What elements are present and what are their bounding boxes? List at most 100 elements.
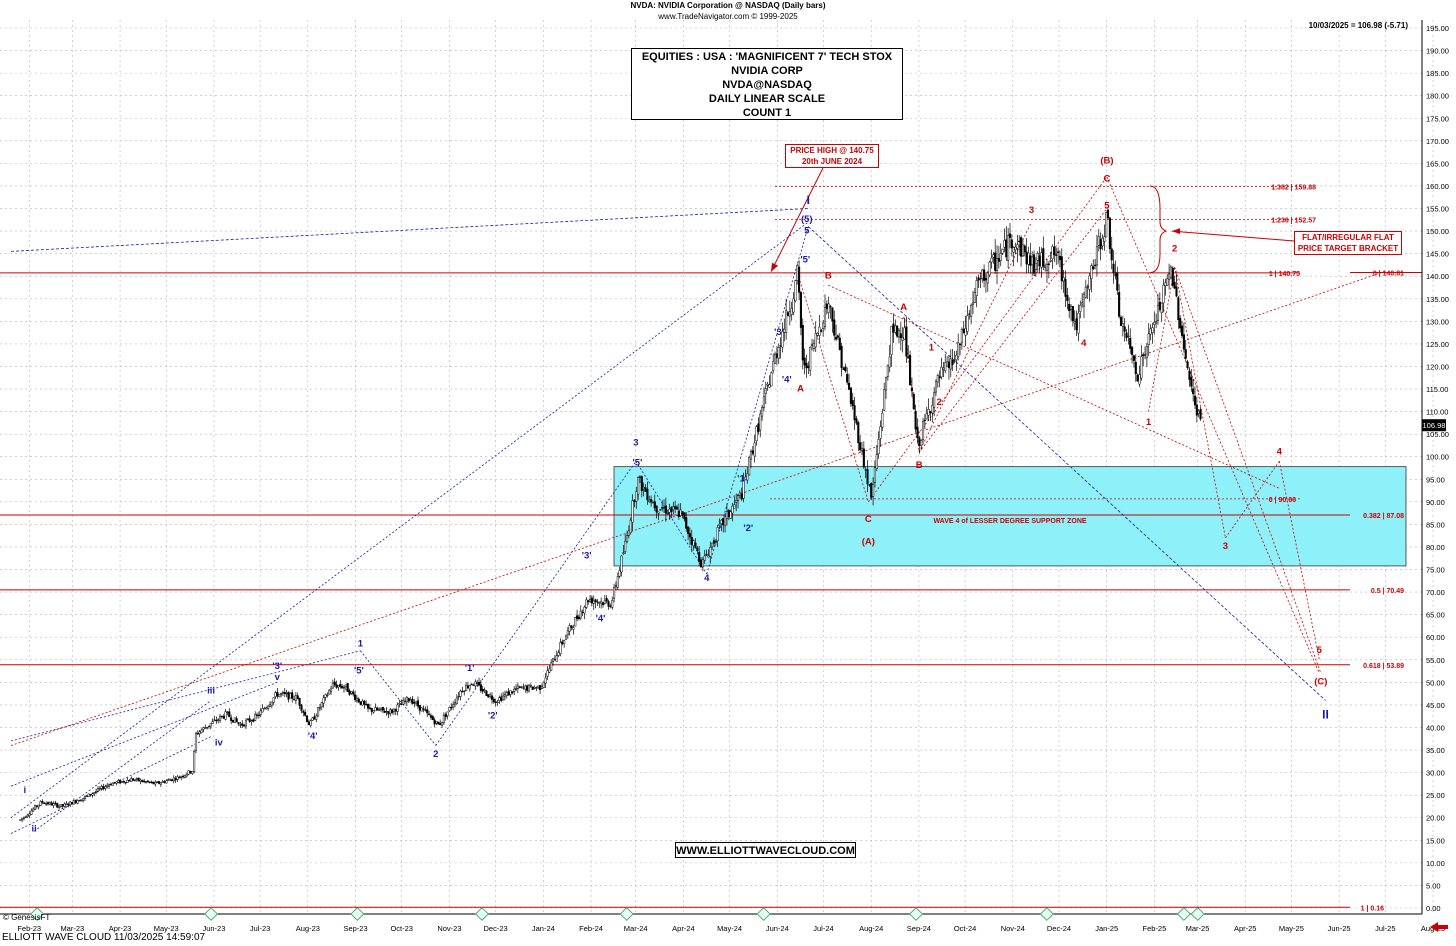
candle-body <box>1045 264 1049 271</box>
candle-body <box>672 506 675 510</box>
y-tick-label: 125.00 <box>1426 340 1449 349</box>
candle-body <box>324 694 327 698</box>
candle-body <box>133 779 136 781</box>
candle-body <box>564 635 568 640</box>
x-tick-label: May-25 <box>1279 924 1304 933</box>
candle-body <box>322 697 325 704</box>
candle-body <box>472 684 475 687</box>
candle-body <box>707 555 710 558</box>
candle-body <box>827 303 830 313</box>
price-high-annotation: PRICE HIGH @ 140.75 20th JUNE 2024 <box>785 144 879 168</box>
candle-body <box>359 701 362 705</box>
candle-body <box>180 776 183 778</box>
candle-body <box>516 685 519 689</box>
candle-body <box>896 325 899 337</box>
candle-body <box>22 816 25 819</box>
candle-body <box>280 693 283 695</box>
y-tick-label: 120.00 <box>1426 362 1449 371</box>
candle-body <box>43 802 46 805</box>
candle-body <box>798 266 801 293</box>
candle-body <box>1051 246 1054 260</box>
candle-body <box>687 526 690 535</box>
wave-label: '4' <box>308 731 318 742</box>
candle-body <box>1129 337 1132 349</box>
candle-body <box>215 720 218 722</box>
candle-body <box>1193 395 1197 406</box>
candle-body <box>805 362 808 369</box>
candle-body <box>753 442 756 457</box>
candle-body <box>95 791 98 793</box>
candle-body <box>1027 252 1030 265</box>
candle-body <box>178 777 181 779</box>
candle-body <box>252 719 255 722</box>
candle-body <box>372 710 375 713</box>
candle-body <box>479 684 482 691</box>
wave-label: '5' <box>354 665 364 676</box>
candle-body <box>542 681 545 688</box>
candle-body <box>642 486 645 490</box>
wave-label: '2' <box>488 710 498 721</box>
candle-body <box>217 719 220 721</box>
price-high-arrow-line <box>770 167 824 272</box>
y-tick-label: 115.00 <box>1426 385 1448 394</box>
candle-body <box>1020 237 1023 257</box>
wave-label: (A) <box>862 537 875 548</box>
candle-body <box>770 372 773 387</box>
candle-body <box>420 707 423 712</box>
candle-body <box>1103 236 1106 242</box>
candle-body <box>929 411 932 414</box>
wave-label: '3' <box>272 661 282 672</box>
candle-body <box>1094 264 1097 267</box>
candle-body <box>409 699 412 703</box>
candle-body <box>381 706 384 711</box>
y-tick-label: 185.00 <box>1426 69 1449 78</box>
x-tick-label: Oct-23 <box>390 924 413 933</box>
candle-body <box>272 697 275 703</box>
candle-body <box>559 642 562 654</box>
candle-body <box>746 473 749 481</box>
x-tick-label: Feb-25 <box>1143 924 1167 933</box>
candle-body <box>951 359 954 365</box>
candle-body <box>873 467 876 483</box>
candle-body <box>773 353 777 364</box>
trendlines <box>10 176 1385 834</box>
candle-body <box>570 625 573 628</box>
candle-body <box>370 707 373 712</box>
candle-body <box>731 505 734 514</box>
price-high-line-2: 20th JUNE 2024 <box>801 157 863 166</box>
candle-body <box>200 729 203 733</box>
candle-body <box>609 605 612 608</box>
candle-body <box>925 413 928 420</box>
wave-label: 1 <box>1146 417 1152 428</box>
x-tick-label: Jun-25 <box>1328 924 1351 933</box>
candle-body <box>21 818 24 821</box>
candle-body <box>933 392 936 408</box>
candle-body <box>511 691 514 694</box>
candle-body <box>668 508 671 513</box>
candle-body <box>1099 239 1102 250</box>
candle-body <box>627 530 630 536</box>
candle-body <box>172 777 175 782</box>
candle-body <box>354 694 357 700</box>
candle-body <box>226 711 229 713</box>
candle-body <box>385 711 388 713</box>
candle-body <box>268 704 272 707</box>
candle-body <box>1153 321 1156 325</box>
y-tick-label: 160.00 <box>1426 182 1449 191</box>
chart-header-copyright: www.TradeNavigator.com © 1999-2025 <box>658 12 798 21</box>
candle-body <box>640 476 643 492</box>
candle-body <box>452 704 455 708</box>
candle-body <box>796 265 799 281</box>
candle-body <box>1084 286 1087 298</box>
candle-body <box>291 692 294 699</box>
candle-body <box>392 708 395 712</box>
candle-body <box>459 690 462 697</box>
candle-body <box>540 686 543 689</box>
candle-body <box>183 774 186 778</box>
y-tick-label: 110.00 <box>1426 408 1448 417</box>
wave-label: 1 <box>929 343 935 354</box>
y-tick-label: 0.00 <box>1426 904 1441 913</box>
candle-body <box>176 776 179 780</box>
wave-label: B <box>916 460 923 471</box>
bottom-markers <box>30 907 1205 921</box>
